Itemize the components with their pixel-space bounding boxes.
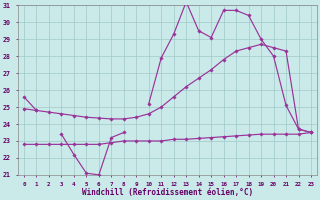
X-axis label: Windchill (Refroidissement éolien,°C): Windchill (Refroidissement éolien,°C) (82, 188, 253, 197)
